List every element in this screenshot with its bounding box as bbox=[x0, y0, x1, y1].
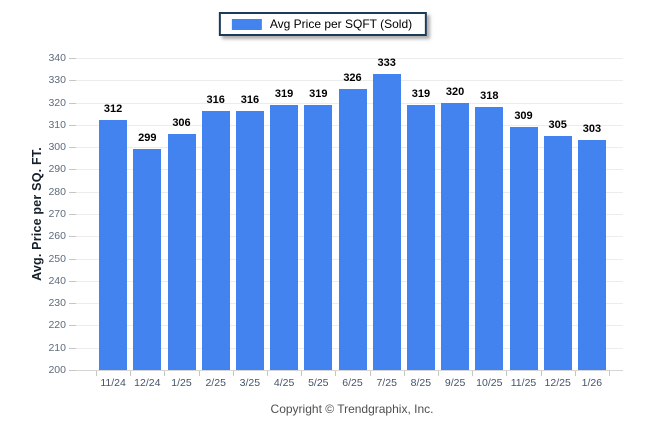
x-tick-mark bbox=[540, 371, 542, 376]
bar bbox=[509, 127, 538, 370]
y-tick-mark bbox=[69, 147, 76, 149]
bar bbox=[543, 136, 572, 370]
x-tick-label: 8/25 bbox=[410, 377, 432, 389]
bar-value-label: 319 bbox=[274, 87, 294, 100]
bar-value-label: 333 bbox=[377, 56, 396, 69]
y-tick-label: 300 bbox=[48, 141, 66, 154]
x-tick-mark bbox=[164, 371, 166, 376]
x-tick-label: 2/25 bbox=[205, 377, 226, 389]
gridline bbox=[76, 58, 623, 59]
y-tick-label: 340 bbox=[48, 52, 66, 64]
bar-value-label: 320 bbox=[445, 85, 465, 98]
y-tick-mark bbox=[69, 191, 76, 193]
y-tick-label: 250 bbox=[48, 252, 66, 265]
bar bbox=[133, 149, 162, 370]
legend: Avg Price per SQFT (Sold) bbox=[218, 12, 428, 36]
x-tick-label: 11/25 bbox=[510, 377, 537, 389]
x-tick-mark bbox=[369, 371, 371, 376]
bar bbox=[270, 104, 299, 370]
x-tick-mark bbox=[506, 371, 508, 376]
x-tick-mark bbox=[232, 371, 234, 376]
y-tick-label: 330 bbox=[48, 74, 66, 87]
y-tick-mark bbox=[69, 280, 76, 282]
y-tick-label: 230 bbox=[48, 297, 66, 310]
bar-value-label: 318 bbox=[480, 90, 499, 103]
x-tick-label: 10/25 bbox=[476, 377, 503, 389]
bar bbox=[475, 107, 504, 370]
x-tick-mark bbox=[609, 371, 610, 376]
y-tick-label: 210 bbox=[48, 341, 66, 354]
y-tick-label: 220 bbox=[48, 319, 66, 332]
x-tick-mark bbox=[267, 371, 268, 376]
bar-value-label: 316 bbox=[240, 94, 260, 107]
gridline bbox=[76, 80, 623, 82]
y-tick-mark bbox=[69, 124, 76, 126]
bar bbox=[406, 104, 435, 370]
legend-swatch-icon bbox=[231, 18, 262, 30]
bar-value-label: 299 bbox=[138, 132, 157, 145]
baseline bbox=[76, 370, 623, 371]
bar-value-label: 305 bbox=[548, 119, 567, 131]
y-tick-mark bbox=[69, 303, 76, 305]
x-tick-mark bbox=[335, 371, 337, 376]
x-tick-mark bbox=[403, 371, 405, 376]
y-tick-label: 280 bbox=[48, 185, 66, 198]
x-tick-label: 1/25 bbox=[171, 377, 192, 389]
bar bbox=[304, 104, 333, 370]
y-tick-mark bbox=[69, 80, 76, 82]
x-tick-mark bbox=[472, 371, 474, 376]
bar-value-label: 309 bbox=[514, 110, 533, 123]
x-tick-mark bbox=[574, 371, 576, 376]
bar bbox=[338, 89, 367, 370]
bar-value-label: 319 bbox=[309, 87, 328, 100]
x-tick-mark bbox=[301, 371, 303, 376]
y-tick-mark bbox=[69, 214, 76, 215]
x-tick-mark bbox=[96, 371, 97, 376]
x-tick-label: 6/25 bbox=[342, 377, 363, 389]
y-tick-mark bbox=[69, 370, 76, 371]
x-tick-label: 11/24 bbox=[100, 377, 126, 389]
x-tick-label: 3/25 bbox=[239, 377, 261, 389]
x-tick-label: 1/26 bbox=[581, 377, 603, 389]
y-tick-label: 290 bbox=[48, 163, 66, 176]
bar-value-label: 306 bbox=[172, 116, 191, 129]
x-tick-label: 5/25 bbox=[308, 377, 329, 389]
y-tick-mark bbox=[69, 347, 76, 349]
x-tick-mark bbox=[130, 371, 132, 376]
y-tick-mark bbox=[69, 169, 76, 171]
bar-value-label: 303 bbox=[582, 123, 602, 136]
y-tick-mark bbox=[69, 58, 76, 59]
x-tick-label: 12/25 bbox=[544, 377, 571, 389]
bar-value-label: 319 bbox=[411, 87, 431, 100]
y-tick-label: 260 bbox=[48, 230, 66, 243]
y-tick-label: 320 bbox=[48, 96, 66, 109]
y-tick-mark bbox=[69, 325, 76, 327]
bar-value-label: 326 bbox=[343, 72, 362, 85]
x-tick-label: 9/25 bbox=[444, 377, 466, 389]
bar bbox=[99, 120, 128, 370]
x-tick-mark bbox=[438, 371, 439, 376]
bar bbox=[167, 133, 196, 370]
bar-value-label: 312 bbox=[103, 103, 123, 116]
y-tick-mark bbox=[69, 102, 76, 104]
x-tick-label: 4/25 bbox=[273, 377, 295, 389]
y-tick-label: 200 bbox=[48, 364, 66, 376]
copyright-text: Copyright © Trendgraphix, Inc. bbox=[270, 402, 434, 416]
x-tick-mark bbox=[198, 371, 200, 376]
y-tick-label: 240 bbox=[48, 274, 66, 287]
bar bbox=[372, 73, 401, 370]
bar bbox=[577, 140, 606, 370]
legend-label: Avg Price per SQFT (Sold) bbox=[269, 17, 413, 31]
bar bbox=[441, 102, 470, 370]
y-tick-label: 310 bbox=[48, 118, 66, 131]
x-tick-label: 12/24 bbox=[134, 377, 161, 389]
y-tick-mark bbox=[69, 258, 76, 260]
bar-value-label: 316 bbox=[206, 94, 225, 107]
y-tick-label: 270 bbox=[48, 208, 66, 220]
x-tick-label: 7/25 bbox=[376, 377, 397, 389]
y-tick-mark bbox=[69, 236, 76, 238]
bar bbox=[201, 111, 230, 370]
bar bbox=[235, 111, 264, 370]
